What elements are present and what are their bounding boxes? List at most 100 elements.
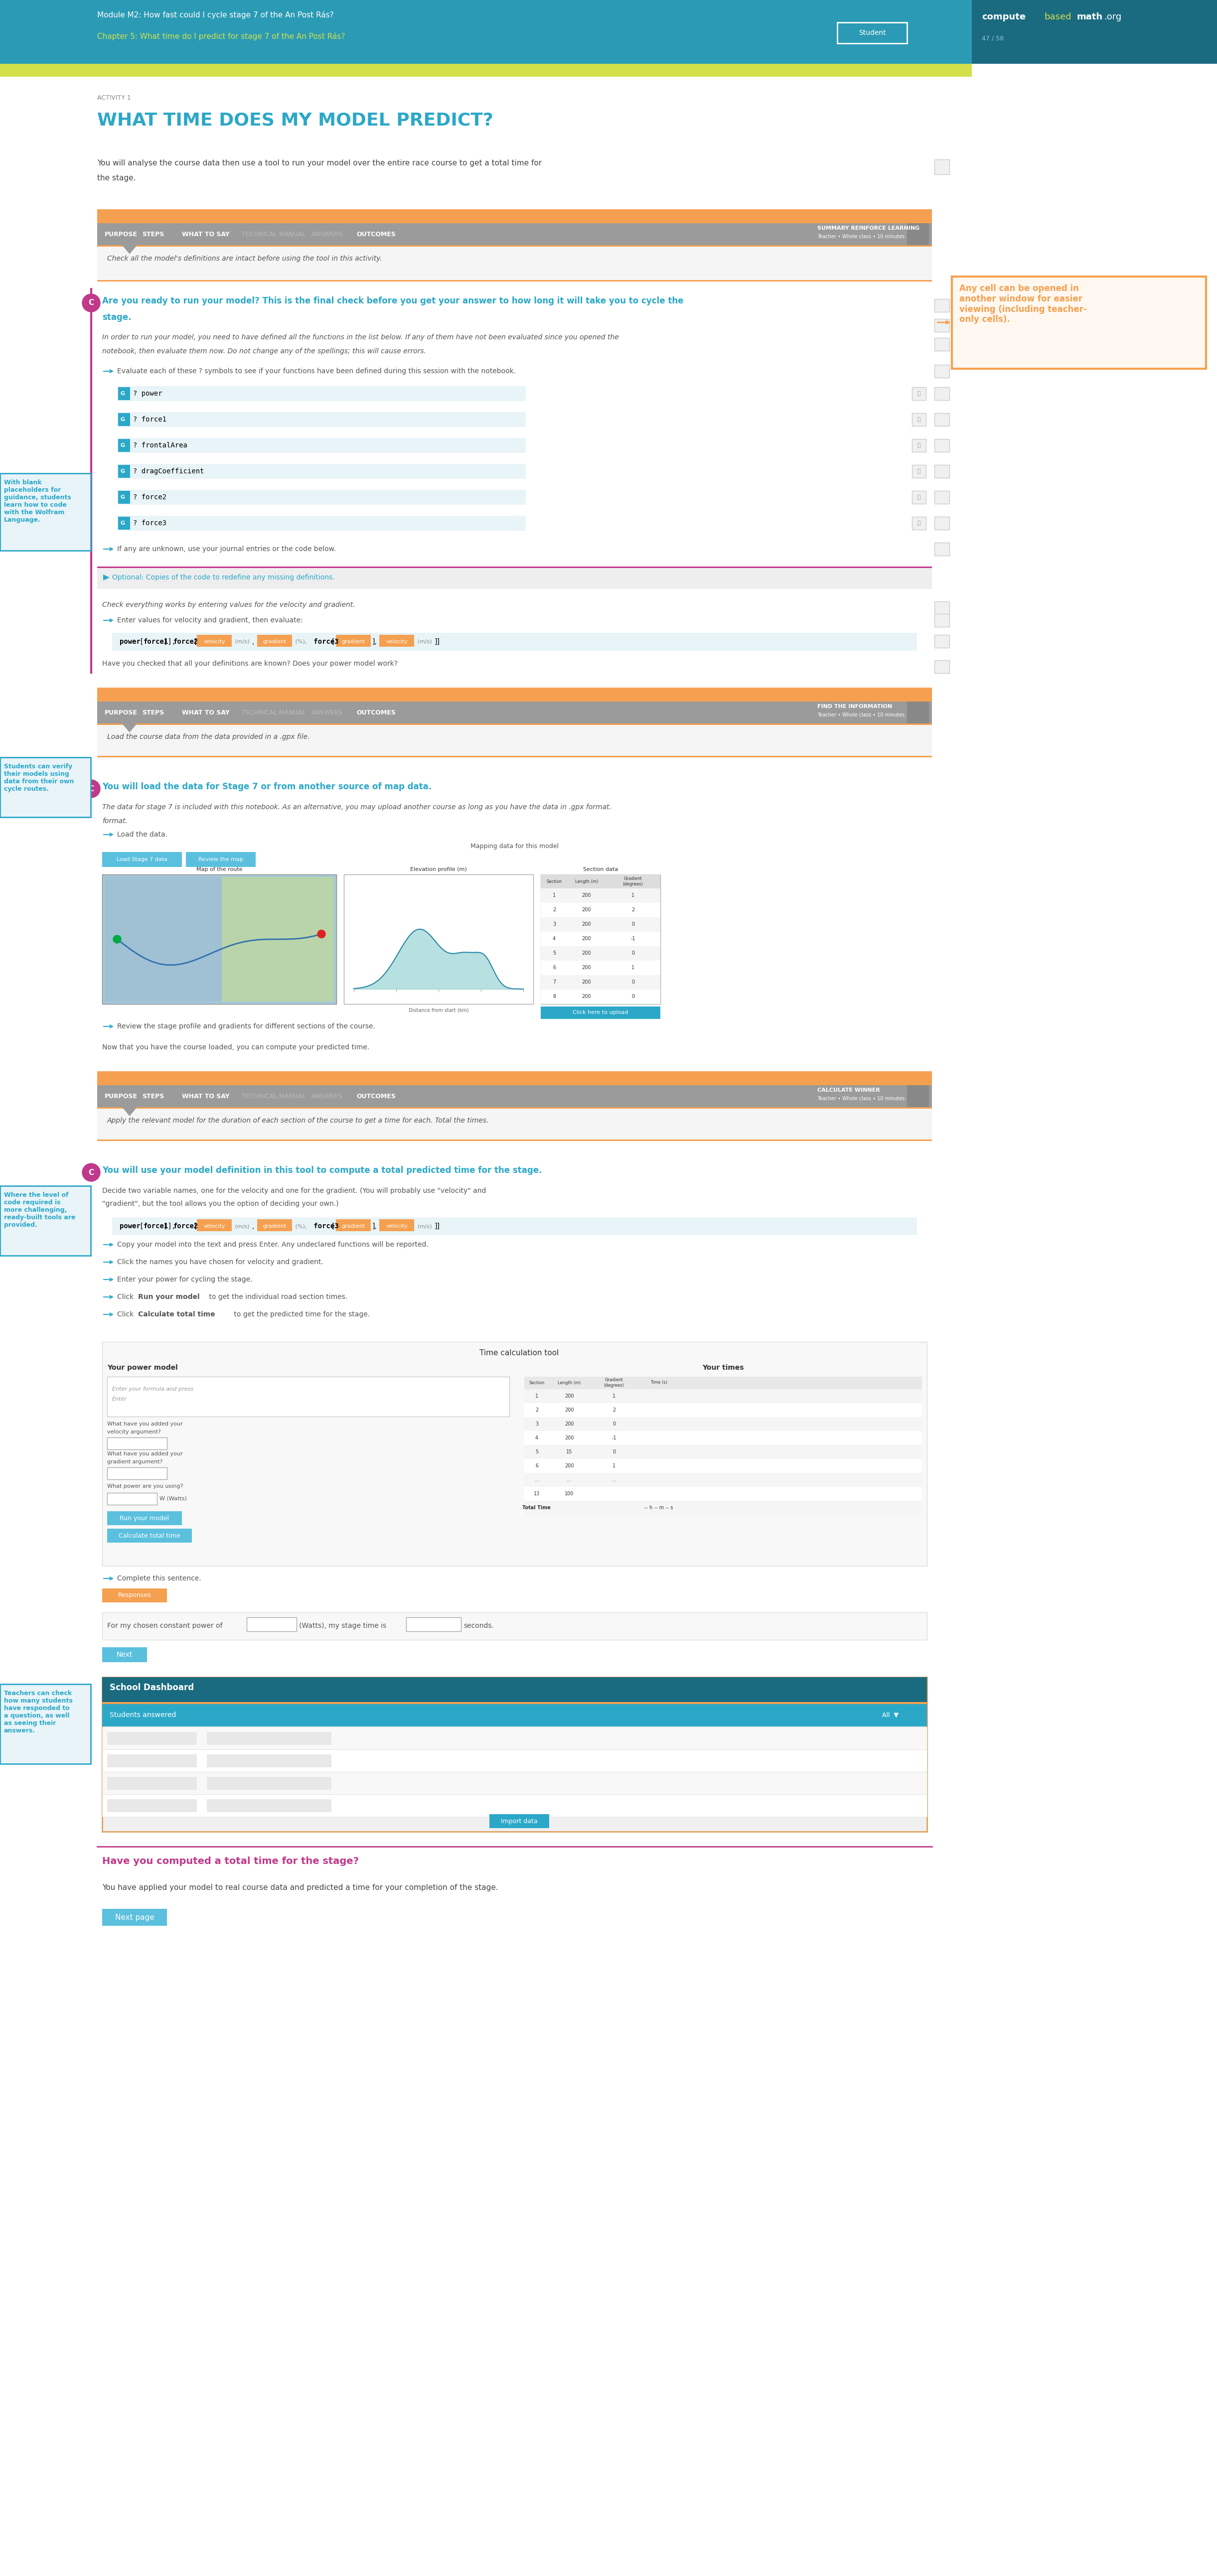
Text: Your power model: Your power model <box>107 1365 178 1370</box>
Bar <box>107 1528 192 1543</box>
Text: power: power <box>119 1224 140 1229</box>
Text: 0: 0 <box>632 994 634 999</box>
Text: [: [ <box>140 639 144 644</box>
Bar <box>207 1754 331 1767</box>
Text: force1: force1 <box>144 1224 169 1229</box>
Bar <box>112 634 916 652</box>
Text: 15: 15 <box>566 1450 572 1455</box>
Bar <box>102 853 181 868</box>
Text: based: based <box>1044 13 1071 21</box>
Text: TECHNICAL MANUAL: TECHNICAL MANUAL <box>242 1092 305 1100</box>
Text: -1: -1 <box>630 935 635 940</box>
Circle shape <box>83 294 100 312</box>
Text: Students can verify
their models using
data from their own
cycle routes.: Students can verify their models using d… <box>4 762 74 793</box>
Text: (m/s): (m/s) <box>234 639 249 644</box>
Bar <box>525 1473 922 1486</box>
Text: G: G <box>120 417 124 422</box>
Bar <box>107 1376 510 1417</box>
Text: velocity: velocity <box>203 639 225 644</box>
Text: Teacher • Whole class • 10 minutes: Teacher • Whole class • 10 minutes <box>818 234 904 240</box>
Bar <box>102 1909 167 1927</box>
Text: ACTIVITY 1: ACTIVITY 1 <box>97 95 131 100</box>
Bar <box>102 1677 927 1703</box>
Bar <box>107 1512 181 1525</box>
Text: force3: force3 <box>309 1224 338 1229</box>
Text: 5: 5 <box>553 951 556 956</box>
Bar <box>97 567 932 590</box>
Text: ANSWERS: ANSWERS <box>312 232 343 237</box>
Text: 6: 6 <box>553 966 556 971</box>
Text: Teacher • Whole class • 10 minutes: Teacher • Whole class • 10 minutes <box>818 1097 904 1100</box>
Text: Enter values for velocity and gradient, then evaluate:: Enter values for velocity and gradient, … <box>117 616 303 623</box>
Text: You will use your model definition in this tool to compute a total predicted tim: You will use your model definition in th… <box>102 1167 542 1175</box>
Text: 200: 200 <box>565 1435 573 1440</box>
Text: 2: 2 <box>553 907 556 912</box>
Text: Responses: Responses <box>118 1592 151 1600</box>
Text: PURPOSE: PURPOSE <box>105 232 138 237</box>
Text: gradient: gradient <box>342 1224 365 1229</box>
Text: Check all the model's definitions are intact before using the tool in this activ: Check all the model's definitions are in… <box>107 255 382 263</box>
Text: 4: 4 <box>535 1435 538 1440</box>
Text: Run your model: Run your model <box>138 1293 200 1301</box>
Text: 1: 1 <box>632 894 634 899</box>
Bar <box>117 412 526 428</box>
Text: (%),: (%), <box>293 1224 307 1229</box>
Text: Run your model: Run your model <box>119 1515 169 1522</box>
Text: WHAT TIME DOES MY MODEL PREDICT?: WHAT TIME DOES MY MODEL PREDICT? <box>97 113 493 129</box>
Bar <box>344 873 533 1005</box>
Circle shape <box>83 1164 100 1182</box>
Bar <box>525 1502 922 1515</box>
Text: ⤢: ⤢ <box>918 443 920 448</box>
Text: seconds.: seconds. <box>464 1623 494 1628</box>
Text: 1: 1 <box>632 966 634 971</box>
Bar <box>97 724 932 755</box>
Bar <box>0 0 972 64</box>
Text: notebook, then evaluate them now. Do not change any of the spellings; this will : notebook, then evaluate them now. Do not… <box>102 348 426 355</box>
Text: ...: ... <box>567 1479 571 1481</box>
Circle shape <box>113 935 122 943</box>
Text: Any cell can be opened in
another window for easier
viewing (including teacher-
: Any cell can be opened in another window… <box>959 283 1087 325</box>
Text: gradient: gradient <box>263 1224 286 1229</box>
Bar <box>336 1218 371 1231</box>
Bar <box>540 945 661 961</box>
Bar <box>540 873 661 889</box>
Bar <box>336 634 371 647</box>
Bar <box>102 1772 927 1795</box>
Bar <box>102 1613 927 1641</box>
Text: Teacher • Whole class • 10 minutes: Teacher • Whole class • 10 minutes <box>818 714 904 719</box>
Text: Enter your formula and press: Enter your formula and press <box>112 1386 194 1391</box>
Text: to get the predicted time for the stage.: to get the predicted time for the stage. <box>231 1311 370 1319</box>
Bar <box>525 1417 922 1432</box>
Bar <box>540 902 661 917</box>
Text: All  ▼: All ▼ <box>882 1713 898 1718</box>
Text: Complete this sentence.: Complete this sentence. <box>117 1574 201 1582</box>
Bar <box>207 1777 331 1790</box>
Text: The data for stage 7 is included with this notebook. As an alternative, you may : The data for stage 7 is included with th… <box>102 804 611 811</box>
Bar <box>907 224 929 245</box>
Text: Evaluate each of these ? symbols to see if your functions have been defined duri: Evaluate each of these ? symbols to see … <box>117 368 516 374</box>
Bar <box>107 1437 167 1450</box>
Text: ? force2: ? force2 <box>133 495 167 500</box>
Text: ]]: ]] <box>434 639 441 644</box>
Bar <box>197 634 231 647</box>
Text: 0: 0 <box>632 951 634 956</box>
Text: Click the names you have chosen for velocity and gradient.: Click the names you have chosen for velo… <box>117 1260 324 1265</box>
Text: Load Stage 7 data: Load Stage 7 data <box>117 858 168 863</box>
Bar <box>935 613 949 626</box>
Text: ...: ... <box>612 1479 616 1481</box>
Text: 2: 2 <box>612 1406 616 1412</box>
Bar <box>257 1218 292 1231</box>
Text: format.: format. <box>102 817 128 824</box>
Text: 100: 100 <box>565 1492 573 1497</box>
Text: 0: 0 <box>612 1450 616 1455</box>
Text: Enter: Enter <box>112 1396 127 1401</box>
Bar <box>102 1646 147 1662</box>
Bar <box>935 518 949 531</box>
Text: Chapter 5: What time do I predict for stage 7 of the An Post Rás?: Chapter 5: What time do I predict for st… <box>97 33 346 41</box>
Bar <box>102 1677 927 1832</box>
Text: velocity: velocity <box>386 639 408 644</box>
Text: Enter your power for cycling the stage.: Enter your power for cycling the stage. <box>117 1275 252 1283</box>
Text: [],: [], <box>163 639 180 644</box>
Text: Time (s): Time (s) <box>650 1381 667 1386</box>
Bar <box>912 518 926 531</box>
